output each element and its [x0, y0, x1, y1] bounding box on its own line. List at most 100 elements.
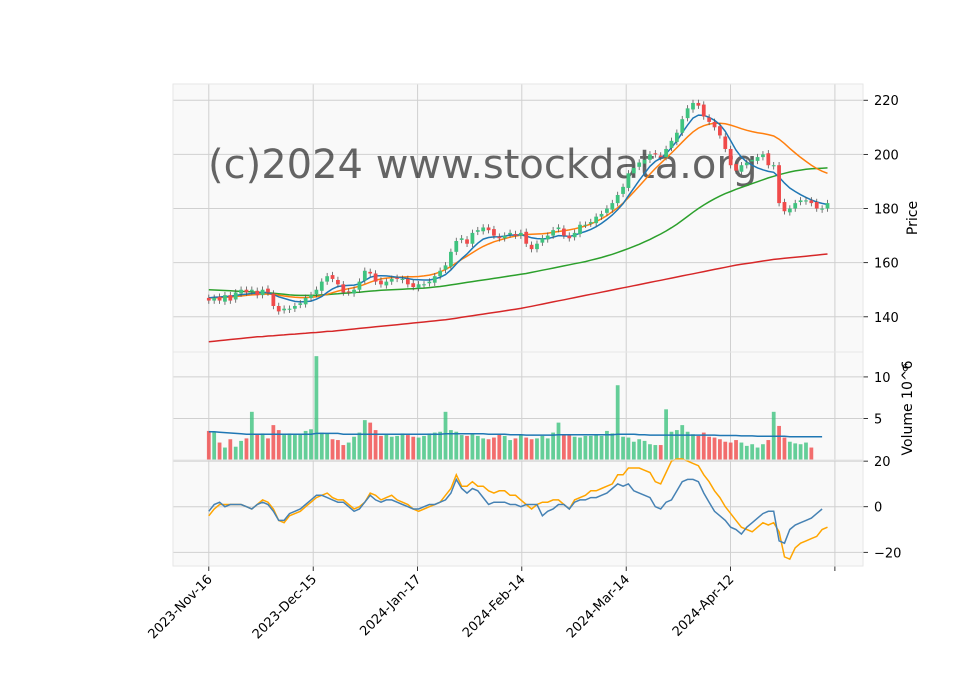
candle-body	[309, 295, 313, 298]
candle-body	[793, 203, 798, 209]
candle-body	[739, 165, 744, 172]
volume-bar	[561, 434, 566, 460]
candle-body	[228, 295, 233, 301]
x-tick-label: 2024-Mar-14	[564, 572, 633, 641]
oscillator-panel-bg	[173, 460, 863, 566]
volume-bar	[368, 422, 373, 460]
volume-bar	[761, 444, 765, 460]
candle-body	[255, 290, 260, 296]
volume-bar	[276, 430, 281, 460]
volume-bar	[459, 435, 464, 460]
volume-bar	[282, 435, 287, 460]
candle-body	[583, 224, 588, 226]
candle-body	[804, 200, 808, 202]
volume-bar	[513, 438, 518, 460]
volume-bar	[551, 432, 556, 460]
candle-body	[777, 165, 781, 204]
volume-exponent: 6	[902, 363, 908, 374]
candle-body	[771, 165, 776, 167]
volume-bar	[475, 435, 480, 460]
chart-marks	[206, 99, 830, 561]
candle-body	[567, 235, 572, 239]
volume-bar	[718, 439, 722, 460]
volume-bar	[502, 435, 507, 460]
candle-body	[594, 216, 599, 224]
volume-bar	[637, 439, 642, 460]
candle-body	[744, 162, 749, 166]
price-tick-label: 220	[874, 94, 899, 109]
volume-bar	[787, 441, 792, 460]
candle-body	[432, 276, 437, 283]
volume-bar	[631, 441, 636, 460]
volume-bar	[422, 435, 426, 460]
volume-bar	[529, 439, 534, 460]
oscillator-tick-label: 0	[874, 501, 882, 516]
candle-body	[336, 279, 340, 285]
candle-body	[475, 230, 480, 232]
volume-bar	[728, 442, 733, 460]
volume-bar	[777, 425, 781, 460]
candle-body	[545, 235, 550, 240]
panel-frame	[172, 459, 864, 567]
volume-bar	[556, 422, 561, 460]
candle-body	[276, 305, 281, 312]
candle-body	[314, 289, 319, 295]
candle-body	[362, 270, 367, 281]
candle-body	[680, 119, 685, 133]
volume-bar	[535, 438, 539, 460]
volume-bar	[352, 436, 356, 460]
oscillator-orange-line	[208, 458, 828, 561]
candle-body	[379, 280, 383, 285]
candle-body	[637, 162, 642, 167]
candle-body	[615, 194, 620, 204]
candle-body	[561, 228, 566, 236]
candle-body	[750, 159, 755, 162]
volume-bar	[228, 439, 233, 460]
candle-body	[292, 305, 297, 309]
volume-bar	[804, 442, 808, 460]
price-panel-bg	[173, 84, 863, 352]
volume-bar	[411, 436, 416, 460]
volume-bar	[249, 411, 254, 460]
candle-body	[486, 227, 491, 231]
volume-bar	[244, 438, 249, 460]
candle-body	[653, 153, 658, 155]
volume-bar	[755, 447, 760, 460]
candle-body	[368, 271, 373, 274]
candle-body	[556, 227, 561, 230]
candle-body	[621, 186, 625, 194]
volume-bar	[599, 435, 604, 460]
volume-bar	[427, 433, 432, 460]
candle-body	[551, 230, 556, 236]
candle-body	[755, 157, 760, 161]
volume-bar	[481, 438, 486, 460]
candle-body	[449, 251, 453, 267]
candle-body	[707, 117, 712, 122]
volume-bar	[309, 429, 313, 460]
candle-body	[298, 303, 303, 305]
candle-body	[470, 232, 475, 244]
volume-bar	[470, 434, 475, 460]
candle-body	[287, 308, 292, 310]
volume-bar	[648, 444, 652, 460]
volume-bar	[292, 435, 297, 460]
candle-body	[518, 232, 523, 236]
x-tick-label: 2024-Jan-17	[357, 572, 424, 639]
candle-body	[352, 289, 356, 294]
volume-bar	[744, 445, 749, 460]
volume-bar	[206, 430, 211, 460]
candle-body	[664, 148, 668, 158]
volume-bar	[782, 437, 787, 460]
candle-body	[303, 297, 308, 305]
candle-body	[572, 232, 577, 238]
candle-body	[454, 241, 459, 252]
price-tick-label: 180	[874, 203, 899, 218]
volume-bar	[379, 435, 383, 460]
candle-body	[508, 232, 512, 235]
volume-bar	[325, 433, 330, 460]
candle-body	[212, 297, 217, 301]
volume-bar	[239, 440, 243, 460]
volume-bar	[739, 442, 744, 460]
candle-body	[389, 278, 394, 282]
volume-bar	[518, 434, 523, 460]
